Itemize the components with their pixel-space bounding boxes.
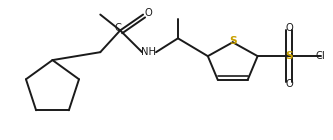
Text: S: S [229,36,236,46]
Text: Cl: Cl [315,51,325,61]
Text: C: C [115,23,122,33]
Text: S: S [286,51,293,61]
Text: O: O [286,23,293,33]
Text: O: O [286,79,293,89]
Text: O: O [144,8,152,18]
Text: NH: NH [141,47,156,57]
